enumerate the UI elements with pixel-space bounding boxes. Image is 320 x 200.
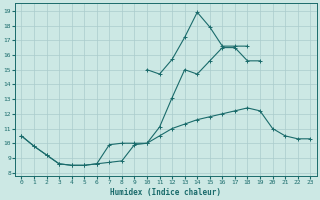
X-axis label: Humidex (Indice chaleur): Humidex (Indice chaleur) xyxy=(110,188,221,197)
